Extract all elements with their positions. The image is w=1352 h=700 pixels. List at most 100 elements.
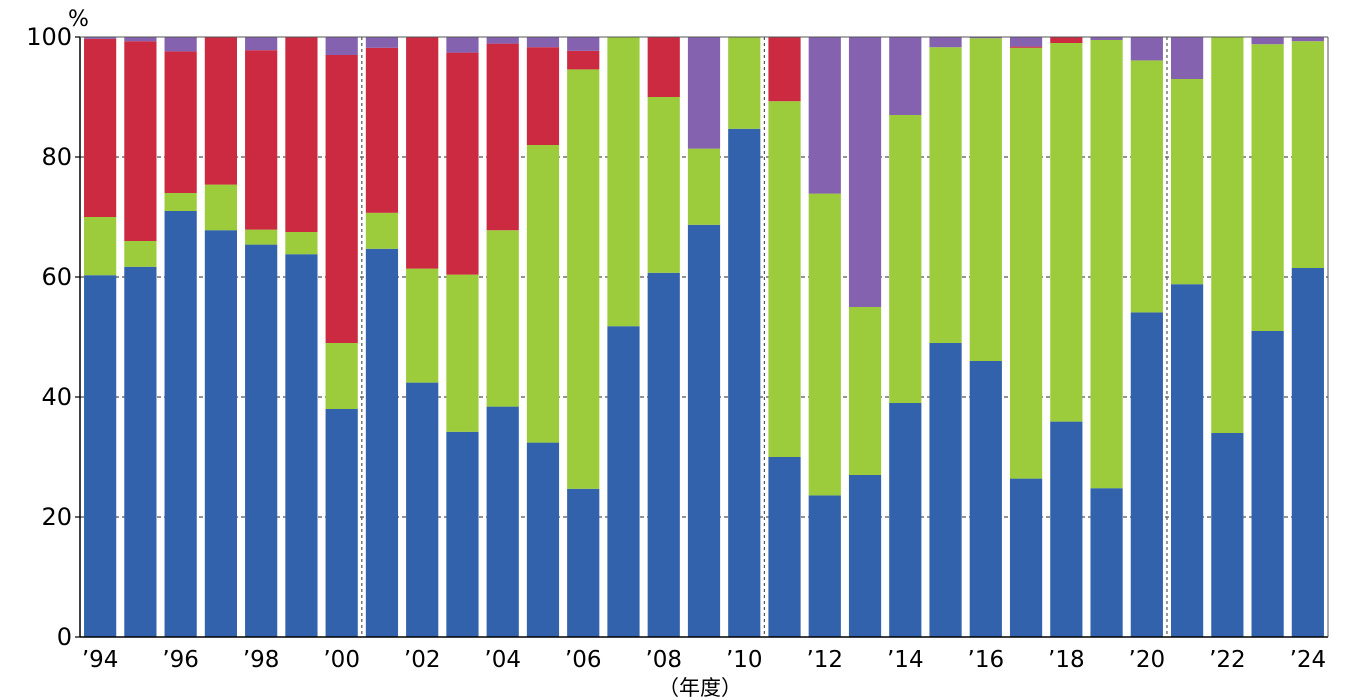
y-tick-label: 20 [41,503,72,531]
bar-segment-'13-s3 [848,37,882,307]
bar-segment-'08-s2 [647,37,680,97]
bar-segment-'98-s1 [245,229,278,245]
bar-segment-'14-s0 [889,403,922,637]
bar-segment-'19-s3 [1090,37,1123,40]
bar-segment-'01-s3 [365,37,399,48]
bar-segment-'16-s1 [969,38,1002,361]
bar-segment-'23-s0 [1251,331,1284,637]
y-tick-label: 100 [26,23,72,51]
bar-segment-'12-s0 [808,495,841,637]
bar-segment-'10-s1 [728,37,761,129]
y-tick-label: 80 [41,143,72,171]
bar-segment-'09-s1 [687,148,721,225]
bar-segment-'16-s3 [969,37,1002,39]
bar-segment-'08-s1 [647,97,680,273]
bar-segment-'00-s3 [325,37,358,55]
bar-segment-'11-s1 [768,101,801,457]
bar-segment-'11-s0 [768,457,801,637]
bar-segment-'03-s3 [446,37,479,53]
x-axis-title: （年度） [658,676,742,700]
bar-segment-'99-s1 [285,232,318,255]
bars [84,37,1324,638]
bar-segment-'02-s1 [406,268,439,383]
bar-segment-'17-s0 [1009,478,1043,637]
bar-segment-'97-s2 [204,37,238,185]
y-tick-label: 60 [41,263,72,291]
bar-segment-'20-s3 [1130,37,1163,61]
bar-segment-'15-s1 [929,47,962,343]
bar-segment-'07-s0 [607,326,640,637]
bar-segment-'04-s1 [486,230,519,407]
bar-segment-'24-s0 [1291,268,1324,637]
bar-segment-'98-s3 [245,37,278,51]
x-tick-label: ’04 [484,647,521,673]
y-axis-unit: % [68,7,89,32]
bar-segment-'97-s0 [204,230,238,637]
x-tick-label: ’94 [82,647,119,673]
bar-segment-'04-s3 [486,37,519,44]
bar-segment-'10-s0 [728,128,761,638]
bar-segment-'13-s0 [848,475,882,637]
bar-segment-'08-s0 [647,272,680,637]
bar-segment-'94-s0 [84,275,117,637]
bar-segment-'98-s2 [245,50,278,230]
bar-segment-'95-s2 [124,41,157,242]
bar-segment-'99-s2 [285,37,318,232]
bar-segment-'97-s1 [204,184,238,231]
bar-segment-'12-s3 [808,37,841,194]
x-tick-label: ’96 [162,647,199,673]
bar-segment-'96-s3 [164,37,197,52]
bar-segment-'00-s2 [325,55,358,343]
bar-segment-'23-s3 [1251,37,1284,45]
bar-segment-'05-s1 [526,145,560,443]
bar-segment-'04-s0 [486,406,519,637]
bar-segment-'94-s3 [84,37,117,39]
bar-segment-'00-s0 [325,409,358,637]
bar-segment-'01-s1 [365,212,399,249]
bar-segment-'16-s0 [969,361,1002,637]
bar-segment-'06-s2 [567,50,600,70]
bar-segment-'13-s1 [848,307,882,475]
bar-segment-'17-s2 [1009,46,1043,48]
bar-segment-'12-s1 [808,193,841,496]
bar-segment-'96-s0 [164,211,197,637]
axes: 0 20 40 60 80 100 ’94 ’96 ’98 ’00 ’02 ’04 ’06 ’08 ’10 ’… [26,23,1329,673]
bar-segment-'23-s1 [1251,44,1284,331]
bar-segment-'94-s1 [84,217,117,276]
x-tick-label: ’00 [323,647,360,673]
x-tick-label: ’22 [1209,647,1246,673]
x-tick-label: ’14 [887,647,924,673]
y-tick-label: 40 [41,383,72,411]
bar-segment-'07-s1 [607,37,640,327]
bar-segment-'18-s0 [1050,421,1083,637]
x-tick-label: ’06 [565,647,602,673]
bar-segment-'20-s1 [1130,60,1163,313]
bar-segment-'95-s1 [124,241,157,267]
bar-segment-'17-s1 [1009,47,1043,479]
bar-segment-'18-s1 [1050,43,1083,422]
bar-segment-'06-s0 [567,488,600,637]
x-tick-label: ’20 [1129,647,1166,673]
bar-segment-'11-s2 [768,37,801,102]
bar-segment-'03-s0 [446,431,479,637]
bar-segment-'22-s1 [1211,37,1244,433]
bar-segment-'20-s0 [1130,312,1163,637]
bar-segment-'09-s0 [687,224,721,638]
x-tick-label: ’08 [645,647,682,673]
bar-segment-'14-s1 [889,115,922,403]
x-tick-label: ’18 [1048,647,1085,673]
bar-segment-'02-s2 [406,37,439,269]
bar-segment-'15-s3 [929,37,962,48]
bar-segment-'01-s2 [365,47,399,213]
bar-segment-'05-s2 [526,47,560,146]
x-tick-label: ’12 [806,647,843,673]
bar-segment-'03-s1 [446,274,479,432]
bar-segment-'14-s3 [889,37,922,115]
bar-segment-'94-s2 [84,38,117,217]
bar-segment-'03-s2 [446,52,479,275]
bar-segment-'02-s0 [406,382,439,637]
y-tick-label: 0 [57,623,72,651]
bar-segment-'21-s0 [1170,284,1204,637]
bar-segment-'04-s2 [486,43,519,231]
